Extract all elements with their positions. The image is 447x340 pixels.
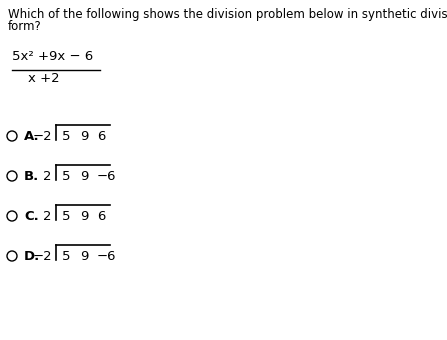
Text: Which of the following shows the division problem below in synthetic division: Which of the following shows the divisio… xyxy=(8,8,447,21)
Text: 5: 5 xyxy=(62,209,71,222)
Text: 2: 2 xyxy=(43,209,52,222)
Text: 5: 5 xyxy=(62,130,71,142)
Text: 9: 9 xyxy=(80,170,89,183)
Text: form?: form? xyxy=(8,20,42,33)
Text: A.: A. xyxy=(24,130,40,142)
Text: −2: −2 xyxy=(32,250,52,262)
Text: −6: −6 xyxy=(97,170,117,183)
Text: D.: D. xyxy=(24,250,40,262)
Text: x +2: x +2 xyxy=(28,72,59,85)
Text: 2: 2 xyxy=(43,170,52,183)
Text: 5: 5 xyxy=(62,250,71,262)
Text: 6: 6 xyxy=(97,209,105,222)
Text: 5: 5 xyxy=(62,170,71,183)
Text: 9: 9 xyxy=(80,250,89,262)
Text: C.: C. xyxy=(24,209,39,222)
Text: 6: 6 xyxy=(97,130,105,142)
Text: 5x² +9x − 6: 5x² +9x − 6 xyxy=(12,50,93,63)
Text: −2: −2 xyxy=(32,130,52,142)
Text: 9: 9 xyxy=(80,209,89,222)
Text: 9: 9 xyxy=(80,130,89,142)
Text: B.: B. xyxy=(24,170,39,183)
Text: −6: −6 xyxy=(97,250,117,262)
